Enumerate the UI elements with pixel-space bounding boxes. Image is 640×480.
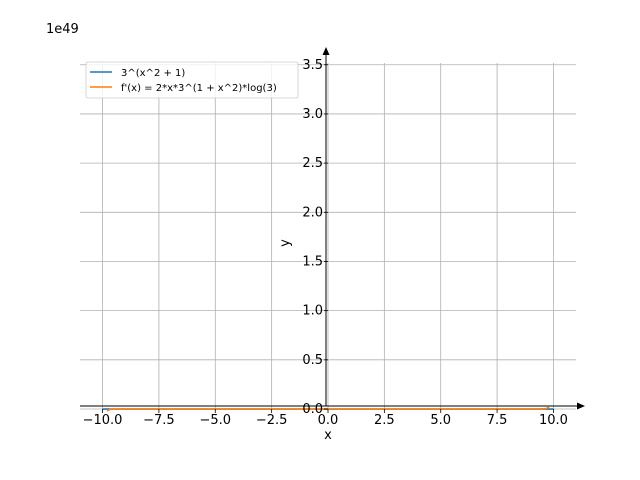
y-axis-label: y — [278, 239, 293, 247]
legend-label-series-1: 3^(x^2 + 1) — [121, 68, 185, 79]
y-tick-label: 0.5 — [302, 353, 323, 368]
y-offset-text: 1e49 — [46, 22, 79, 37]
y-tick-label: 3.5 — [302, 58, 323, 73]
y-tick-label: 1.0 — [302, 304, 323, 319]
x-tick-label: 2.5 — [374, 413, 395, 428]
y-tick-label: 0.0 — [302, 402, 323, 417]
axes — [80, 47, 585, 410]
y-tick-label: 2.0 — [302, 205, 323, 220]
x-tick-label: −7.5 — [143, 413, 175, 428]
y-ticks: 0.0 0.5 1.0 1.5 2.0 2.5 3.0 3.5 — [302, 58, 328, 417]
y-tick-label: 1.5 — [302, 254, 323, 269]
grid — [80, 63, 576, 410]
y-tick-label: 2.5 — [302, 156, 323, 171]
x-tick-label: 7.5 — [487, 413, 508, 428]
x-axis-arrow — [577, 402, 585, 410]
x-tick-label: −2.5 — [256, 413, 288, 428]
legend-frame — [85, 61, 299, 99]
x-tick-label: 10.0 — [539, 413, 568, 428]
x-tick-label: −10.0 — [83, 413, 123, 428]
x-tick-label: 5.0 — [430, 413, 451, 428]
legend-label-series-2: f'(x) = 2*x*3^(1 + x^2)*log(3) — [121, 83, 277, 94]
x-ticks: −10.0 −7.5 −5.0 −2.5 0.0 2.5 5.0 7.5 10.0 — [83, 409, 568, 428]
x-axis-label: x — [324, 428, 332, 443]
x-tick-label: 0.0 — [318, 413, 339, 428]
y-axis-arrow — [322, 47, 330, 55]
legend: 3^(x^2 + 1) f'(x) = 2*x*3^(1 + x^2)*log(… — [85, 61, 299, 99]
x-tick-label: −5.0 — [199, 413, 231, 428]
y-tick-label: 3.0 — [302, 107, 323, 122]
